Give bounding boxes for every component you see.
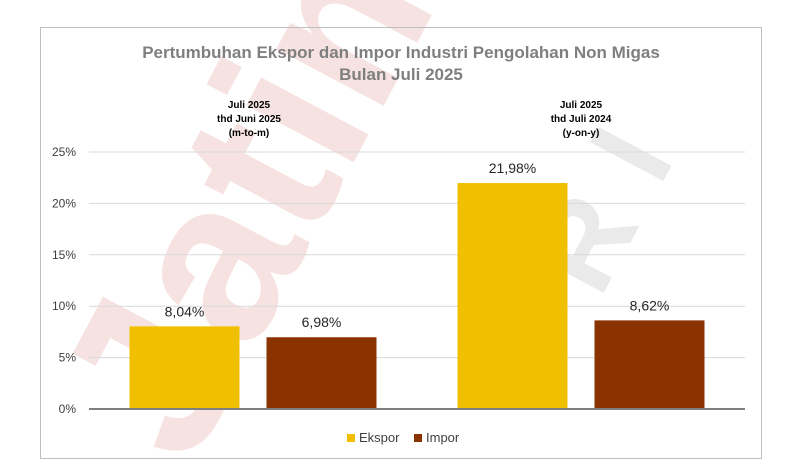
chart-title-line-2: Bulan Juli 2025 xyxy=(339,65,463,84)
bars xyxy=(129,183,705,409)
data-labels: 8,04% 21,98% 6,98% 8,62% xyxy=(165,160,670,330)
data-label-ekspor-1: 8,04% xyxy=(165,303,205,319)
y-tick-label: 25% xyxy=(52,145,76,159)
y-tick-label: 20% xyxy=(52,196,76,210)
legend: Ekspor Impor xyxy=(347,430,460,445)
legend-label-ekspor: Ekspor xyxy=(359,430,400,445)
group-1-label-line-2: thd Juni 2025 xyxy=(217,114,281,125)
bar-impor-2 xyxy=(594,320,705,409)
group-2-label-line-3: (y-on-y) xyxy=(563,128,600,139)
y-tick-label: 5% xyxy=(59,351,77,365)
group-1-label-line-1: Juli 2025 xyxy=(228,100,271,111)
bar-impor-1 xyxy=(266,337,377,409)
bar-ekspor-1 xyxy=(129,326,240,409)
group-2-label-line-2: thd Juli 2024 xyxy=(551,114,612,125)
legend-swatch-impor xyxy=(414,434,422,442)
data-label-impor-2: 8,62% xyxy=(630,297,670,313)
group-2-label-line-1: Juli 2025 xyxy=(560,100,603,111)
data-label-ekspor-2: 21,98% xyxy=(489,160,536,176)
y-tick-label: 15% xyxy=(52,248,76,262)
bar-ekspor-2 xyxy=(457,183,568,409)
bar-chart: 0% 5% 10% 15% 20% 25% 8,04% 21,98% 6,98% 8,62% P… xyxy=(52,43,745,445)
group-1-label-line-3: (m-to-m) xyxy=(229,128,270,139)
y-tick-label: 10% xyxy=(52,299,76,313)
y-tick-label: 0% xyxy=(59,402,77,416)
chart-title-line-1: Pertumbuhan Ekspor dan Impor Industri Pe… xyxy=(142,43,660,62)
legend-swatch-ekspor xyxy=(347,434,355,442)
legend-label-impor: Impor xyxy=(426,430,460,445)
y-axis-ticks: 0% 5% 10% 15% 20% 25% xyxy=(52,145,76,416)
data-label-impor-1: 6,98% xyxy=(302,314,342,330)
chart-frame: 0% 5% 10% 15% 20% 25% 8,04% 21,98% 6,98% 8,62% P… xyxy=(40,27,762,459)
